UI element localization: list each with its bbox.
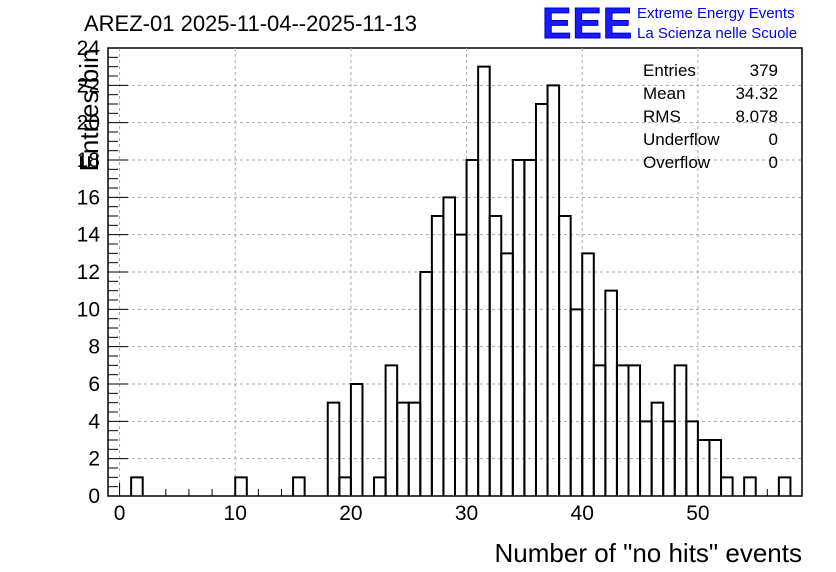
x-axis-title: Number of "no hits" events [495,538,803,568]
stats-label: Mean [643,84,686,103]
histogram-bar [292,476,306,496]
histogram-bar [569,308,584,496]
histogram-bar [430,215,445,496]
histogram-bar [720,476,734,496]
histogram-bar [500,252,514,496]
histogram-bar [558,215,572,496]
stats-value: 379 [750,61,778,80]
histogram-bar [615,364,630,496]
y-tick-label: 24 [77,37,101,60]
histogram-bar [708,439,723,496]
histogram-bar [523,159,537,496]
y-tick-label: 20 [77,112,100,135]
histogram-bar [130,476,144,496]
y-tick-label: 18 [77,149,100,172]
x-tick-label: 20 [339,502,362,525]
histogram-bar [743,476,757,496]
eee-logo-mark: EEE [542,0,633,48]
stats-label: RMS [643,107,681,126]
stats-value: 8.078 [735,107,778,126]
stats-value: 34.32 [735,84,778,103]
stats-label: Underflow [643,130,720,149]
y-tick-label: 10 [77,298,100,321]
y-tick-label: 8 [88,336,100,359]
x-tick-label: 30 [455,502,478,525]
histogram-bar [477,65,491,496]
histogram-bar [384,364,399,496]
chart-title: AREZ-01 2025-11-04--2025-11-13 [84,11,417,36]
histogram-bar [650,401,665,496]
histogram-bar [234,476,248,496]
histogram-bar [396,401,410,496]
histogram-bar [627,364,642,496]
histogram-bar [454,233,468,496]
stats-label: Overflow [643,153,711,172]
histogram-bar [673,364,688,496]
eee-logo: EEE Extreme Energy Events La Scienza nel… [542,0,798,49]
y-tick-label: 2 [88,448,100,471]
histogram-bar [511,159,526,496]
y-tick-label: 6 [88,373,100,396]
y-tick-label: 22 [77,74,100,97]
x-tick-label: 40 [571,502,594,525]
histogram-bar [488,215,503,496]
histogram-bars [130,65,792,496]
stats-value: 0 [769,153,778,172]
histogram-bar [696,439,711,496]
histogram-bar [465,159,480,496]
histogram-bar [326,401,341,496]
y-tick-label: 4 [88,410,100,433]
y-tick-label: 16 [77,186,100,209]
histogram-bar [338,476,352,496]
histogram-bar [407,401,422,496]
histogram-bar [534,103,549,496]
y-tick-label: 0 [88,485,100,508]
stats-value: 0 [769,130,778,149]
y-tick-label: 12 [77,261,100,284]
y-tick-label: 14 [77,224,101,247]
y-axis-title: Entries/bin [74,49,104,172]
logo-line-2: La Scienza nelle Scuole [637,25,797,42]
stats-label: Entries [643,61,696,80]
x-tick-label: 0 [114,502,126,525]
logo-line-1: Extreme Energy Events [637,5,795,22]
x-tick-label: 50 [686,502,709,525]
histogram-bar [349,383,364,496]
x-tick-label: 10 [224,502,247,525]
histogram-bar [581,252,595,496]
histogram-bar [604,289,618,496]
stats-box: Entries 379 Mean 34.32 RMS 8.078 Underflow 0 Ove… [643,61,778,172]
histogram-bar [546,84,561,496]
histogram-bar [373,476,387,496]
histogram-bar [592,364,607,496]
histogram-bar [777,476,792,496]
